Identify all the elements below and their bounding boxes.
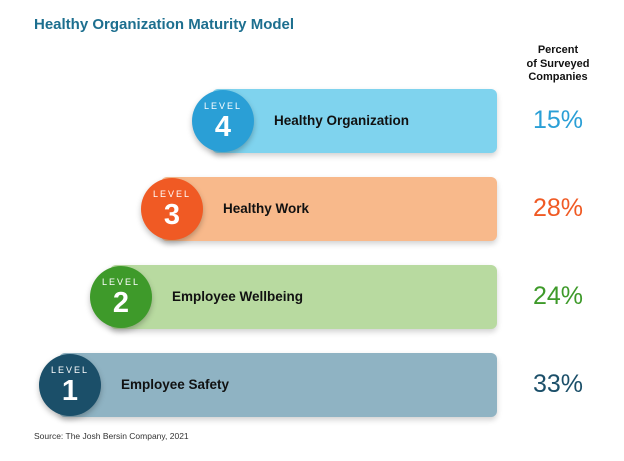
percent-header-line-1: Percent: [537, 44, 579, 56]
percent-value: 24%: [532, 282, 584, 310]
level-label: Employee Wellbeing: [172, 289, 304, 304]
source-note: Source: The Josh Bersin Company, 2021: [34, 431, 189, 441]
percent-column-header: Percent of Surveyed Companies: [518, 44, 598, 85]
level-bar: [161, 177, 497, 241]
level-number: 2: [112, 287, 130, 319]
level-badge: LEVEL 4: [192, 90, 254, 152]
percent-value: 33%: [532, 370, 584, 398]
level-bar: [212, 89, 497, 153]
level-bar: [110, 265, 497, 329]
chart-title: Healthy Organization Maturity Model: [34, 16, 295, 33]
level-word: LEVEL: [152, 189, 192, 199]
level-number: 4: [214, 111, 232, 143]
level-badge: LEVEL 2: [90, 266, 152, 328]
level-label: Healthy Organization: [274, 113, 410, 128]
percent-header-line-2: of Surveyed: [526, 57, 590, 70]
percent-value: 15%: [532, 106, 584, 134]
level-badge: LEVEL 1: [39, 354, 101, 416]
level-word: LEVEL: [50, 365, 90, 375]
level-number: 1: [61, 375, 79, 407]
level-label: Healthy Work: [223, 201, 310, 216]
level-bar: [59, 353, 497, 417]
level-number: 3: [163, 199, 181, 231]
level-badge: LEVEL 3: [141, 178, 203, 240]
percent-value: 28%: [532, 194, 584, 222]
level-word: LEVEL: [203, 101, 243, 111]
percent-header-line-3: Companies: [528, 71, 588, 83]
level-label: Employee Safety: [121, 377, 230, 392]
level-word: LEVEL: [101, 277, 141, 287]
